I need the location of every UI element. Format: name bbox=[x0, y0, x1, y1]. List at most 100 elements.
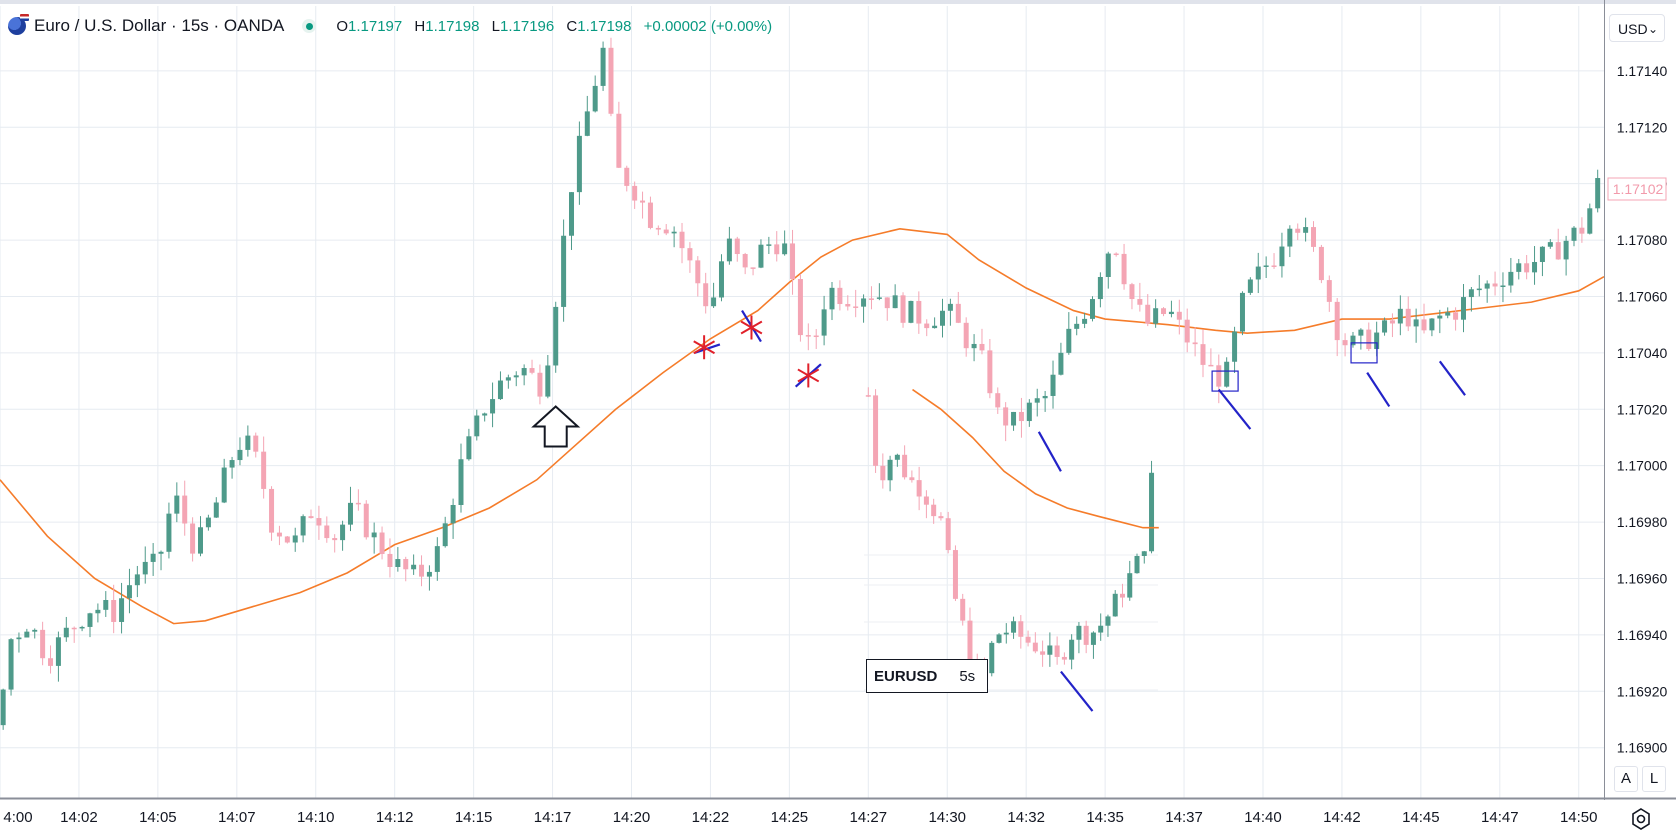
candle-body bbox=[0, 689, 6, 726]
symbol-legend[interactable]: Euro / U.S. Dollar · 15s · OANDA O1.1719… bbox=[8, 14, 772, 38]
watermark-symbol: EURUSD bbox=[874, 667, 938, 685]
trend-stroke bbox=[1060, 670, 1094, 712]
candle-body bbox=[1595, 178, 1601, 209]
candle-body bbox=[458, 459, 464, 505]
candle-body bbox=[1429, 318, 1435, 331]
candle bbox=[1058, 342, 1064, 376]
price-tick-label: 1.16980 bbox=[1617, 514, 1668, 530]
candle-body bbox=[1263, 265, 1269, 267]
candle bbox=[1405, 296, 1411, 332]
candle bbox=[845, 295, 851, 311]
candle-body bbox=[561, 235, 567, 307]
candle bbox=[718, 254, 724, 302]
candle-body bbox=[1571, 227, 1577, 241]
time-tick-label: 14:12 bbox=[376, 809, 414, 826]
candle bbox=[1137, 282, 1143, 312]
candle bbox=[940, 298, 946, 338]
svg-text:1.17102: 1.17102 bbox=[1613, 181, 1664, 197]
candle bbox=[1279, 232, 1285, 278]
candle-body bbox=[1405, 308, 1411, 327]
candle-body bbox=[624, 167, 630, 186]
inset-candle bbox=[1061, 652, 1067, 665]
inset-moving-average bbox=[912, 388, 1159, 529]
candle bbox=[1018, 397, 1024, 438]
time-axis[interactable]: 4:00 14:02 14:05 14:07 14:10 14:12 14:15 14:17 1… bbox=[3, 809, 1597, 826]
candle-body bbox=[1026, 402, 1032, 422]
inset-candle-body bbox=[952, 550, 958, 599]
candle-body bbox=[403, 559, 409, 570]
candle-body bbox=[1216, 365, 1222, 387]
candle-body bbox=[111, 600, 117, 622]
market-status-icon[interactable] bbox=[302, 19, 317, 33]
candle bbox=[103, 591, 109, 617]
price-tick-label: 1.17120 bbox=[1617, 119, 1668, 135]
candle bbox=[1074, 316, 1080, 336]
price-tick-label: 1.16940 bbox=[1617, 627, 1668, 643]
candle bbox=[695, 256, 701, 297]
inset-candle bbox=[1011, 616, 1017, 639]
candle bbox=[584, 95, 590, 137]
annotations[interactable] bbox=[531, 310, 1466, 712]
price-axis[interactable]: 1.171401.171201.171001.170801.170601.170… bbox=[1617, 63, 1668, 756]
time-tick-label: 14:20 bbox=[613, 809, 651, 826]
currency-dropdown[interactable]: USD ⌄ bbox=[1609, 14, 1665, 42]
candle bbox=[505, 374, 511, 389]
price-tick-label: 1.16900 bbox=[1617, 740, 1668, 756]
inset-candle bbox=[1025, 630, 1031, 647]
candle-body bbox=[1011, 411, 1017, 426]
candle-body bbox=[987, 350, 993, 394]
gear-icon[interactable] bbox=[1628, 806, 1654, 832]
currency-label: USD bbox=[1618, 21, 1648, 37]
candle-body bbox=[529, 368, 535, 373]
candle bbox=[1034, 388, 1040, 417]
highlight-box bbox=[1350, 342, 1378, 364]
candle bbox=[1547, 239, 1553, 249]
inset-candle bbox=[1127, 560, 1133, 601]
candle bbox=[95, 603, 101, 623]
candle-body bbox=[1445, 312, 1451, 316]
candle bbox=[1516, 258, 1522, 280]
candle bbox=[190, 517, 196, 562]
candle bbox=[79, 625, 85, 632]
log-scale-button[interactable]: L bbox=[1642, 766, 1666, 792]
candle-body bbox=[868, 298, 874, 300]
candle bbox=[624, 165, 630, 192]
candle bbox=[569, 192, 575, 250]
candle bbox=[711, 282, 717, 309]
candle-body bbox=[474, 415, 480, 437]
candle-body bbox=[1239, 292, 1245, 332]
candle bbox=[1579, 217, 1585, 243]
inset-candle-body bbox=[1076, 625, 1082, 640]
candle bbox=[1539, 246, 1545, 277]
candle bbox=[1429, 318, 1435, 337]
candlestick-series bbox=[0, 37, 1601, 730]
candle bbox=[474, 409, 480, 441]
candle-body bbox=[813, 335, 819, 338]
inset-candle bbox=[967, 607, 973, 664]
candle-body bbox=[829, 287, 835, 310]
candle bbox=[861, 294, 867, 323]
candle bbox=[1437, 309, 1443, 334]
candle-body bbox=[1082, 318, 1088, 324]
auto-scale-button[interactable]: A bbox=[1614, 766, 1638, 792]
candle bbox=[734, 236, 740, 262]
open-key: O bbox=[336, 17, 349, 35]
inset-candle-body bbox=[1003, 632, 1009, 635]
candle bbox=[1350, 331, 1356, 348]
inset-candle bbox=[1119, 583, 1125, 608]
candle-body bbox=[1492, 283, 1498, 287]
candle bbox=[932, 317, 938, 329]
candle bbox=[221, 458, 227, 504]
change-value: +0.00002 (+0.00%) bbox=[643, 17, 773, 35]
candle bbox=[1334, 298, 1340, 357]
candle bbox=[1176, 299, 1182, 335]
candle-body bbox=[837, 287, 843, 305]
symbol-title[interactable]: Euro / U.S. Dollar · 15s · OANDA bbox=[34, 16, 285, 35]
inset-candle-body bbox=[960, 598, 966, 621]
candle-body bbox=[750, 267, 756, 269]
candle bbox=[1421, 303, 1427, 334]
inset-candle-body bbox=[1032, 642, 1038, 652]
candle-body bbox=[1453, 312, 1459, 320]
candle-body bbox=[1121, 253, 1127, 285]
